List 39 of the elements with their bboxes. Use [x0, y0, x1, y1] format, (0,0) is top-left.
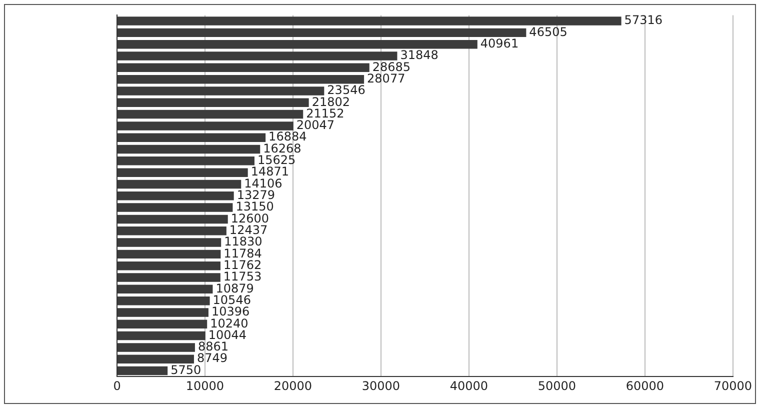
data-label: 5750	[170, 362, 202, 377]
data-label: 14106	[244, 176, 282, 190]
data-label: 11753	[223, 270, 262, 284]
data-label: 10396	[211, 304, 250, 319]
data-label: 12600	[230, 211, 270, 226]
data-label: 23546	[327, 83, 366, 98]
data-label: 28077	[367, 71, 406, 86]
data-label: 14871	[250, 164, 290, 179]
data-label: 16884	[268, 130, 307, 144]
data-label: 8861	[198, 340, 229, 354]
data-label: 16268	[263, 141, 302, 156]
data-label: 13150	[236, 200, 274, 214]
data-label: 31848	[400, 48, 438, 62]
data-label: 40961	[480, 36, 519, 50]
x-tick-label: 30000	[362, 378, 400, 393]
data-label: 10240	[210, 316, 248, 330]
data-label: 13279	[236, 188, 276, 202]
x-tick-label: 10000	[186, 378, 224, 393]
x-tick-label: 0	[113, 378, 121, 393]
data-label: 10546	[212, 292, 251, 307]
data-label: 57316	[624, 13, 662, 28]
data-label: 11830	[224, 234, 262, 249]
data-label: 8749	[196, 351, 228, 366]
data-label: 10044	[208, 328, 247, 342]
data-label: 10879	[216, 281, 254, 296]
x-tick-label: 20000	[274, 378, 312, 393]
data-label: 15625	[257, 153, 296, 168]
data-label: 11784	[224, 246, 262, 260]
data-label: 20047	[296, 118, 335, 132]
x-tick-label: 60000	[626, 378, 664, 393]
data-label: 28685	[372, 60, 411, 74]
data-label: 21802	[312, 94, 350, 109]
x-tick-label: 40000	[450, 378, 488, 393]
data-label: 11762	[223, 258, 262, 272]
data-label: 21152	[306, 106, 344, 120]
x-tick-label: 50000	[538, 378, 576, 393]
data-label: 12437	[229, 223, 268, 237]
x-tick-label: 70000	[714, 378, 752, 393]
data-label: 46505	[529, 24, 568, 39]
